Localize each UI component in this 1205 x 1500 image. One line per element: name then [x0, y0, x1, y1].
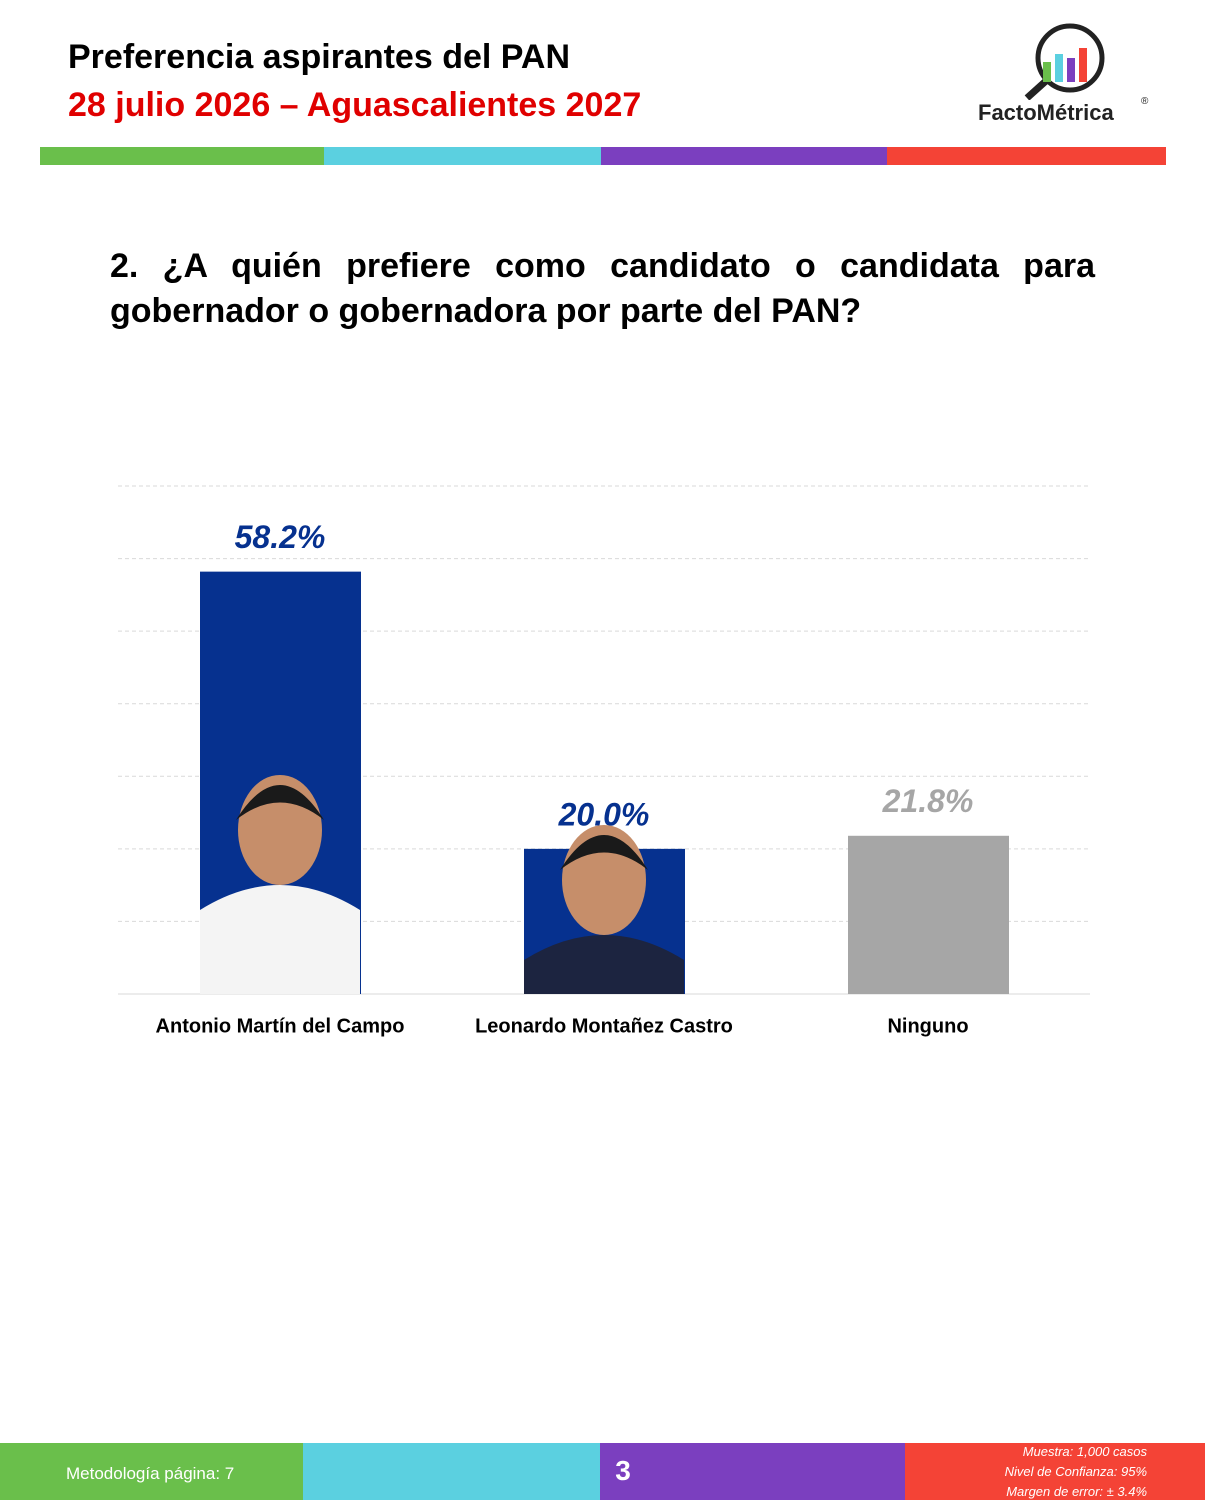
chart: 58.2%Antonio Martín del Campo20.0%Leonar… [118, 485, 1090, 1037]
x-tick-label: Ninguno [887, 1015, 968, 1037]
page-number: 3 [615, 1455, 631, 1486]
question: 2. ¿A quién prefiere como candidato o ca… [110, 247, 1095, 330]
methodology: Metodología página: 7 [66, 1464, 235, 1483]
portrait-hair [236, 785, 324, 820]
portrait-body [200, 885, 360, 994]
logo-icon [1024, 23, 1105, 100]
note: Nivel de Confianza: 95% [1004, 1464, 1147, 1479]
stripe [601, 147, 887, 165]
portrait-body [524, 935, 684, 994]
stripe [324, 147, 601, 165]
stripe [887, 147, 1166, 165]
footer-band [600, 1443, 905, 1500]
footer-band [0, 1443, 303, 1500]
stripe [40, 147, 324, 165]
footer-band [905, 1443, 1205, 1500]
x-tick-label: Leonardo Montañez Castro [475, 1015, 733, 1037]
footer-band [303, 1443, 600, 1500]
value-label: 21.8% [882, 783, 974, 819]
value-label: 58.2% [235, 519, 326, 555]
registered-mark: ® [1141, 96, 1149, 107]
portrait-hair [560, 835, 648, 870]
note: Margen de error: ± 3.4% [1006, 1484, 1147, 1499]
note: Muestra: 1,000 casos [1022, 1444, 1147, 1459]
title: Preferencia aspirantes del PAN [68, 38, 571, 76]
logo-text: FactoMétrica [978, 100, 1114, 125]
subtitle: 28 julio 2026 – Aguascalientes 2027 [68, 86, 642, 124]
bar [848, 835, 1009, 994]
x-tick-label: Antonio Martín del Campo [156, 1015, 405, 1037]
